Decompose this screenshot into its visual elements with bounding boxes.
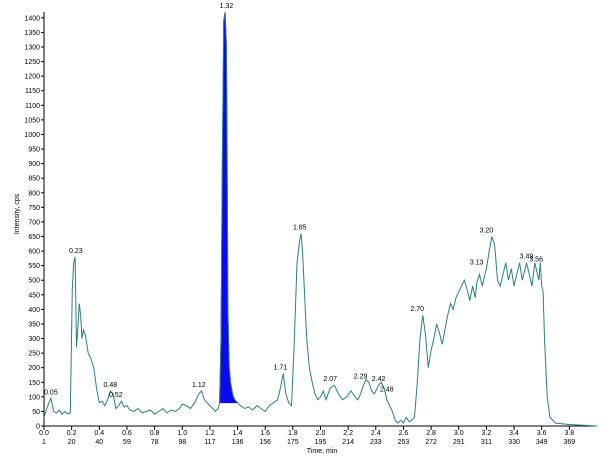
peak-label: 1.85 bbox=[293, 225, 307, 232]
peak-label: 2.42 bbox=[372, 376, 386, 383]
y-tick-label: 550 bbox=[28, 263, 40, 270]
x-tick-label: 2.0 bbox=[316, 430, 326, 437]
peak-label: 2.70 bbox=[410, 306, 424, 313]
x-tick-label: 0.8 bbox=[150, 430, 160, 437]
x-tick-label: 2.2 bbox=[343, 430, 353, 437]
x-tick-label: 2.4 bbox=[371, 430, 381, 437]
x-tick-label: 3.6 bbox=[537, 430, 547, 437]
x-tick-label: 0.6 bbox=[122, 430, 132, 437]
x-tick-label: 3.2 bbox=[482, 430, 492, 437]
x-scan-label: 136 bbox=[232, 439, 244, 446]
peak-label: 0.48 bbox=[104, 382, 118, 389]
peak-label: 3.20 bbox=[480, 227, 494, 234]
y-tick-label: 0 bbox=[36, 424, 40, 431]
y-tick-label: 350 bbox=[28, 321, 40, 328]
x-scan-label: 20 bbox=[68, 439, 76, 446]
x-scan-label: 1 bbox=[42, 439, 46, 446]
x-tick-label: 2.6 bbox=[399, 430, 409, 437]
x-scan-label: 349 bbox=[536, 439, 548, 446]
peak-label: 0.05 bbox=[44, 389, 58, 396]
y-tick-label: 700 bbox=[28, 219, 40, 226]
x-scan-label: 98 bbox=[178, 439, 186, 446]
x-tick-label: 3.8 bbox=[564, 430, 574, 437]
peak-label: 1.12 bbox=[192, 382, 206, 389]
x-tick-label: 0.0 bbox=[39, 430, 49, 437]
peak-label: 2.07 bbox=[323, 376, 337, 383]
peak-label: 3.13 bbox=[470, 260, 484, 267]
y-tick-label: 1100 bbox=[25, 103, 40, 110]
y-tick-label: 1400 bbox=[24, 15, 40, 22]
chromatogram-trace bbox=[43, 11, 598, 427]
x-scan-label: 272 bbox=[425, 439, 437, 446]
y-tick-label: 150 bbox=[28, 380, 40, 387]
y-tick-label: 100 bbox=[28, 394, 40, 401]
plot-area: 0 50 100 150 200 250 300 350 400 450 500 550 600 650 7… bbox=[24, 3, 598, 446]
y-tick-label: 1350 bbox=[24, 30, 40, 37]
x-tick-label: 1.2 bbox=[205, 430, 215, 437]
y-tick-label: 500 bbox=[28, 278, 40, 285]
x-scan-label: 291 bbox=[453, 439, 465, 446]
y-tick-label: 250 bbox=[28, 351, 40, 358]
x-tick-label: 1.8 bbox=[288, 430, 298, 437]
x-scan-label: 59 bbox=[123, 439, 131, 446]
x-scan-label: 253 bbox=[398, 439, 410, 446]
x-scan-label: 195 bbox=[315, 439, 327, 446]
peak-label: 3.49 bbox=[520, 254, 534, 261]
y-tick-label: 400 bbox=[28, 307, 40, 314]
y-tick-label: 1150 bbox=[25, 88, 40, 95]
y-tick-label: 200 bbox=[28, 365, 40, 372]
y-tick-label: 450 bbox=[28, 292, 40, 299]
x-scan-label: 78 bbox=[151, 439, 159, 446]
y-tick-label: 1050 bbox=[24, 117, 40, 124]
x-scan-label: 214 bbox=[342, 439, 354, 446]
x-tick-label: 2.8 bbox=[426, 430, 436, 437]
y-tick-label: 800 bbox=[28, 190, 40, 197]
y-tick-label: 750 bbox=[28, 205, 40, 212]
y-tick-label: 1200 bbox=[24, 74, 40, 81]
y-tick-label: 1000 bbox=[24, 132, 40, 139]
peak-label: 0.23 bbox=[69, 248, 83, 255]
x-scan-label: 175 bbox=[287, 439, 299, 446]
y-tick-label: 1250 bbox=[24, 59, 40, 66]
peak-label: 2.48 bbox=[380, 386, 394, 393]
y-tick-label: 650 bbox=[28, 234, 40, 241]
x-tick-label: 0.4 bbox=[94, 430, 104, 437]
peak-label: 3.56 bbox=[529, 257, 543, 264]
x-scan-label: 156 bbox=[259, 439, 271, 446]
y-axis-title: Intensity, cps bbox=[14, 193, 21, 234]
x-tick-label: 3.0 bbox=[454, 430, 464, 437]
x-scan-label: 233 bbox=[370, 439, 382, 446]
y-tick-label: 900 bbox=[28, 161, 40, 168]
y-tick-label: 1300 bbox=[24, 44, 40, 51]
x-tick-label: 1.4 bbox=[233, 430, 243, 437]
x-axis-title: Time, min bbox=[307, 448, 338, 455]
y-tick-label: 850 bbox=[28, 176, 40, 183]
x-scan-label: 40 bbox=[95, 439, 103, 446]
x-tick-label: 0.2 bbox=[67, 430, 77, 437]
x-scan-label: 311 bbox=[481, 439, 492, 446]
y-tick-label: 950 bbox=[28, 147, 40, 154]
x-tick-label: 1.0 bbox=[177, 430, 187, 437]
x-tick-label: 1.6 bbox=[260, 430, 270, 437]
x-scan-label: 117 bbox=[204, 439, 215, 446]
y-tick-label: 50 bbox=[32, 409, 40, 416]
x-scan-label: 330 bbox=[508, 439, 520, 446]
y-tick-label: 300 bbox=[28, 336, 40, 343]
peak-label: 2.29 bbox=[354, 373, 368, 380]
x-scan-label: 369 bbox=[564, 439, 576, 446]
y-tick-label: 600 bbox=[28, 249, 40, 256]
x-tick-label: 3.4 bbox=[509, 430, 519, 437]
peak-label: 0.52 bbox=[109, 392, 123, 399]
peak-label: 1.71 bbox=[274, 365, 288, 372]
peak-label: 1.32 bbox=[220, 3, 234, 10]
